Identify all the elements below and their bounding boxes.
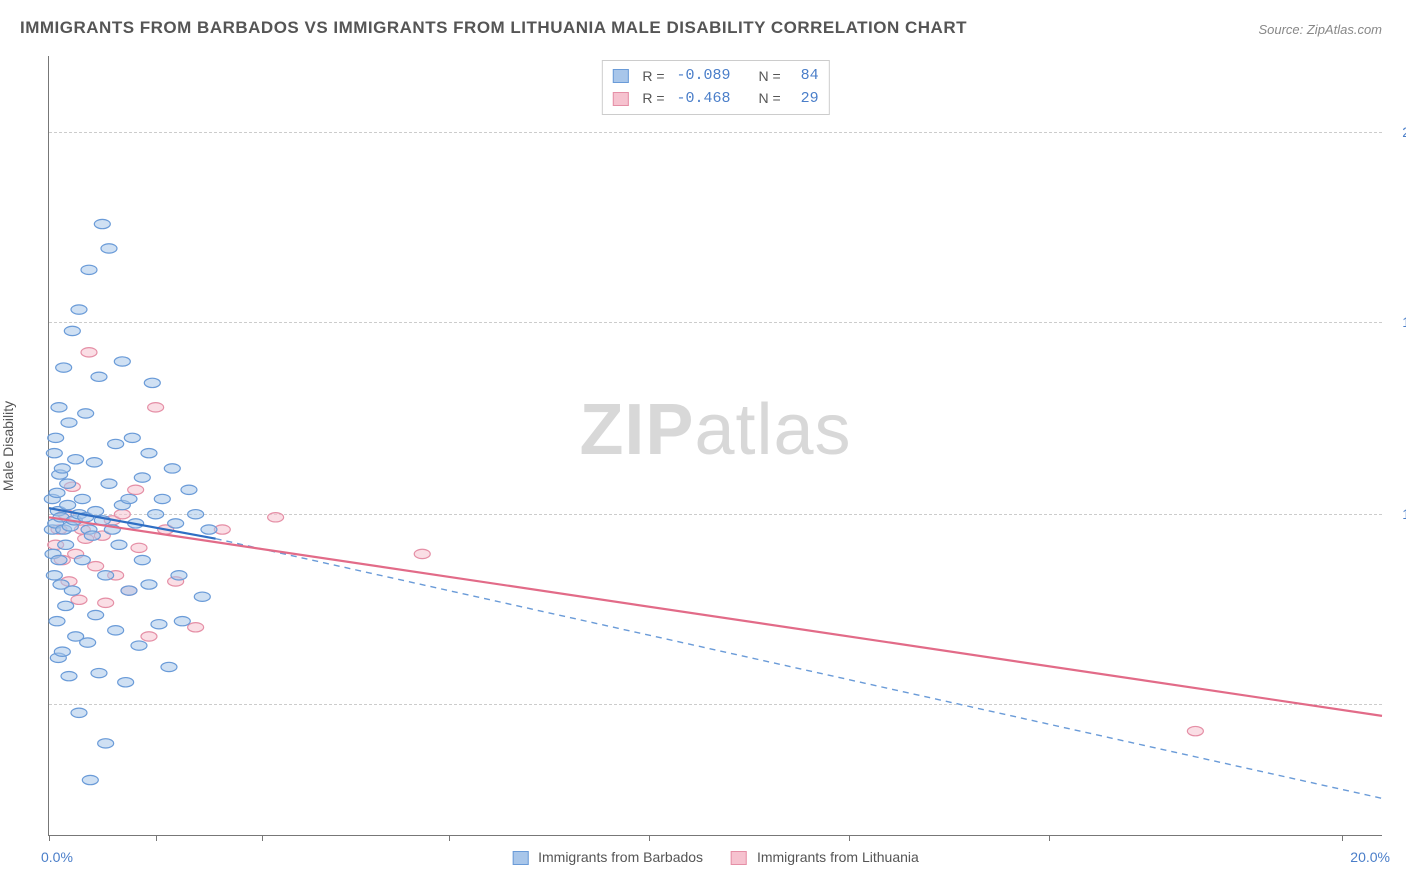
legend-label-barbados: Immigrants from Barbados — [538, 849, 703, 865]
y-tick-label: 25.0% — [1390, 124, 1406, 140]
chart-svg — [49, 56, 1382, 835]
source-link[interactable]: Source: ZipAtlas.com — [1258, 22, 1382, 37]
y-axis-label: Male Disability — [0, 401, 16, 491]
series-legend: Immigrants from Barbados Immigrants from… — [512, 849, 919, 865]
legend-item-lithuania: Immigrants from Lithuania — [731, 849, 919, 865]
legend-label-lithuania: Immigrants from Lithuania — [757, 849, 919, 865]
y-tick-label: 6.3% — [1390, 696, 1406, 712]
swatch-barbados-icon — [512, 851, 528, 865]
legend-item-barbados: Immigrants from Barbados — [512, 849, 703, 865]
y-tick-label: 18.8% — [1390, 314, 1406, 330]
x-axis-min-label: 0.0% — [41, 849, 73, 865]
plot-area: ZIPatlas 25.0%18.8%12.5%6.3% R = -0.089 … — [48, 56, 1382, 836]
y-tick-label: 12.5% — [1390, 506, 1406, 522]
chart-title: IMMIGRANTS FROM BARBADOS VS IMMIGRANTS F… — [20, 18, 967, 38]
swatch-lithuania-icon — [731, 851, 747, 865]
x-axis-max-label: 20.0% — [1350, 849, 1390, 865]
